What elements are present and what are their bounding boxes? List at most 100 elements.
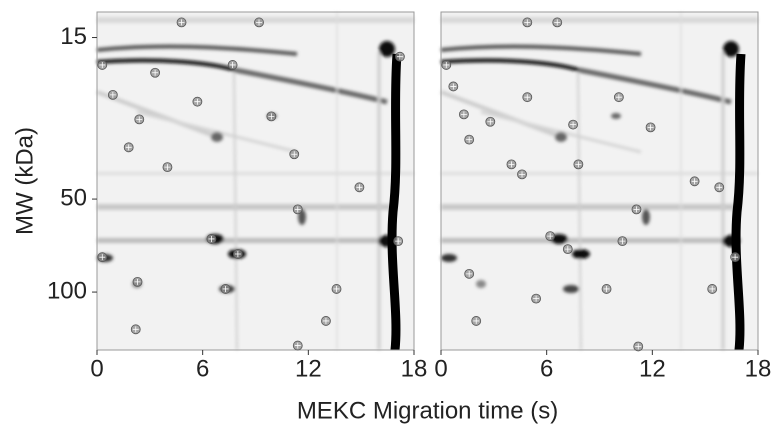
marker (631, 204, 642, 215)
marker-cross (443, 61, 450, 68)
marker (562, 244, 573, 255)
marker (162, 162, 173, 173)
marker-cross (136, 116, 143, 123)
x-tick-label: 12 (295, 355, 322, 382)
marker-cross (294, 206, 301, 213)
marker (617, 236, 628, 247)
marker (254, 17, 264, 28)
marker-cross (575, 161, 582, 168)
x-tick-label: 0 (434, 355, 447, 382)
marker (227, 60, 238, 70)
marker-cross (533, 295, 540, 302)
marker (132, 276, 143, 287)
marker-cross (466, 136, 473, 143)
marker-cross (99, 254, 106, 261)
marker (448, 81, 459, 92)
marker-cross (487, 118, 494, 125)
x-axis-title: MEKC Migration time (s) (297, 397, 558, 424)
marker-cross (291, 151, 298, 158)
marker-cross (564, 246, 571, 253)
marker (613, 92, 624, 103)
marker (633, 341, 644, 352)
marker-cross (194, 98, 201, 105)
marker-cross (633, 206, 640, 213)
y-axis-title: MW (kDa) (11, 127, 38, 235)
marker (176, 17, 187, 28)
x-tick-label: 0 (90, 355, 103, 382)
marker (97, 60, 108, 70)
panel (97, 12, 414, 350)
panel-frame (96, 11, 415, 351)
marker-cross (395, 238, 402, 245)
marker-cross (164, 164, 171, 171)
marker-cross (234, 251, 241, 258)
marker (192, 96, 203, 107)
marker (464, 268, 475, 279)
marker (321, 316, 331, 326)
marker (354, 182, 365, 193)
marker-cross (732, 254, 739, 261)
y-tick-label: 15 (60, 23, 87, 50)
marker-cross (615, 94, 622, 101)
marker-cross (256, 19, 263, 26)
marker (689, 176, 700, 187)
marker (517, 169, 527, 180)
marker (97, 252, 108, 263)
marker-cross (396, 53, 403, 60)
marker-cross (619, 238, 626, 245)
marker-cross (635, 343, 642, 350)
marker (232, 249, 243, 259)
marker (707, 284, 718, 294)
marker-cross (709, 285, 716, 292)
marker (552, 17, 563, 28)
marker-cross (508, 161, 515, 168)
marker-cross (450, 83, 457, 90)
marker (130, 324, 141, 335)
marker-cross (178, 19, 185, 26)
marker (522, 17, 533, 28)
x-tick-label: 6 (196, 355, 209, 382)
panel (441, 12, 758, 350)
marker (545, 231, 556, 242)
marker (714, 182, 725, 193)
marker-cross (132, 326, 139, 333)
marker (730, 252, 741, 263)
marker (150, 67, 161, 78)
marker (506, 159, 517, 170)
marker-cross (134, 278, 141, 285)
marker (531, 293, 541, 304)
marker-cross (554, 19, 561, 26)
marker-cross (647, 124, 654, 131)
marker-cross (109, 91, 116, 98)
marker (464, 134, 475, 145)
x-tick-label: 6 (540, 355, 553, 382)
marker (220, 284, 231, 294)
marker (522, 92, 533, 103)
x-tick-label: 18 (745, 355, 772, 382)
marker-cross (229, 61, 236, 68)
marker (134, 114, 145, 125)
marker (123, 142, 134, 153)
marker (471, 316, 482, 326)
marker (107, 89, 118, 100)
marker-cross (524, 19, 531, 26)
gel-image (441, 12, 758, 350)
marker-cross (570, 121, 577, 128)
marker-cross (603, 285, 610, 292)
marker (441, 60, 452, 70)
y-tick-label: 50 (60, 184, 87, 211)
marker (601, 284, 612, 294)
marker-cross (333, 285, 340, 292)
marker (645, 122, 656, 133)
x-tick-label: 12 (639, 355, 666, 382)
marker (292, 204, 303, 215)
marker-cross (524, 94, 531, 101)
marker-cross (322, 317, 329, 324)
marker (393, 236, 404, 247)
marker (266, 111, 277, 122)
marker (568, 119, 578, 130)
marker-cross (222, 285, 229, 292)
x-tick-label: 18 (401, 355, 428, 382)
marker-cross (466, 270, 473, 277)
